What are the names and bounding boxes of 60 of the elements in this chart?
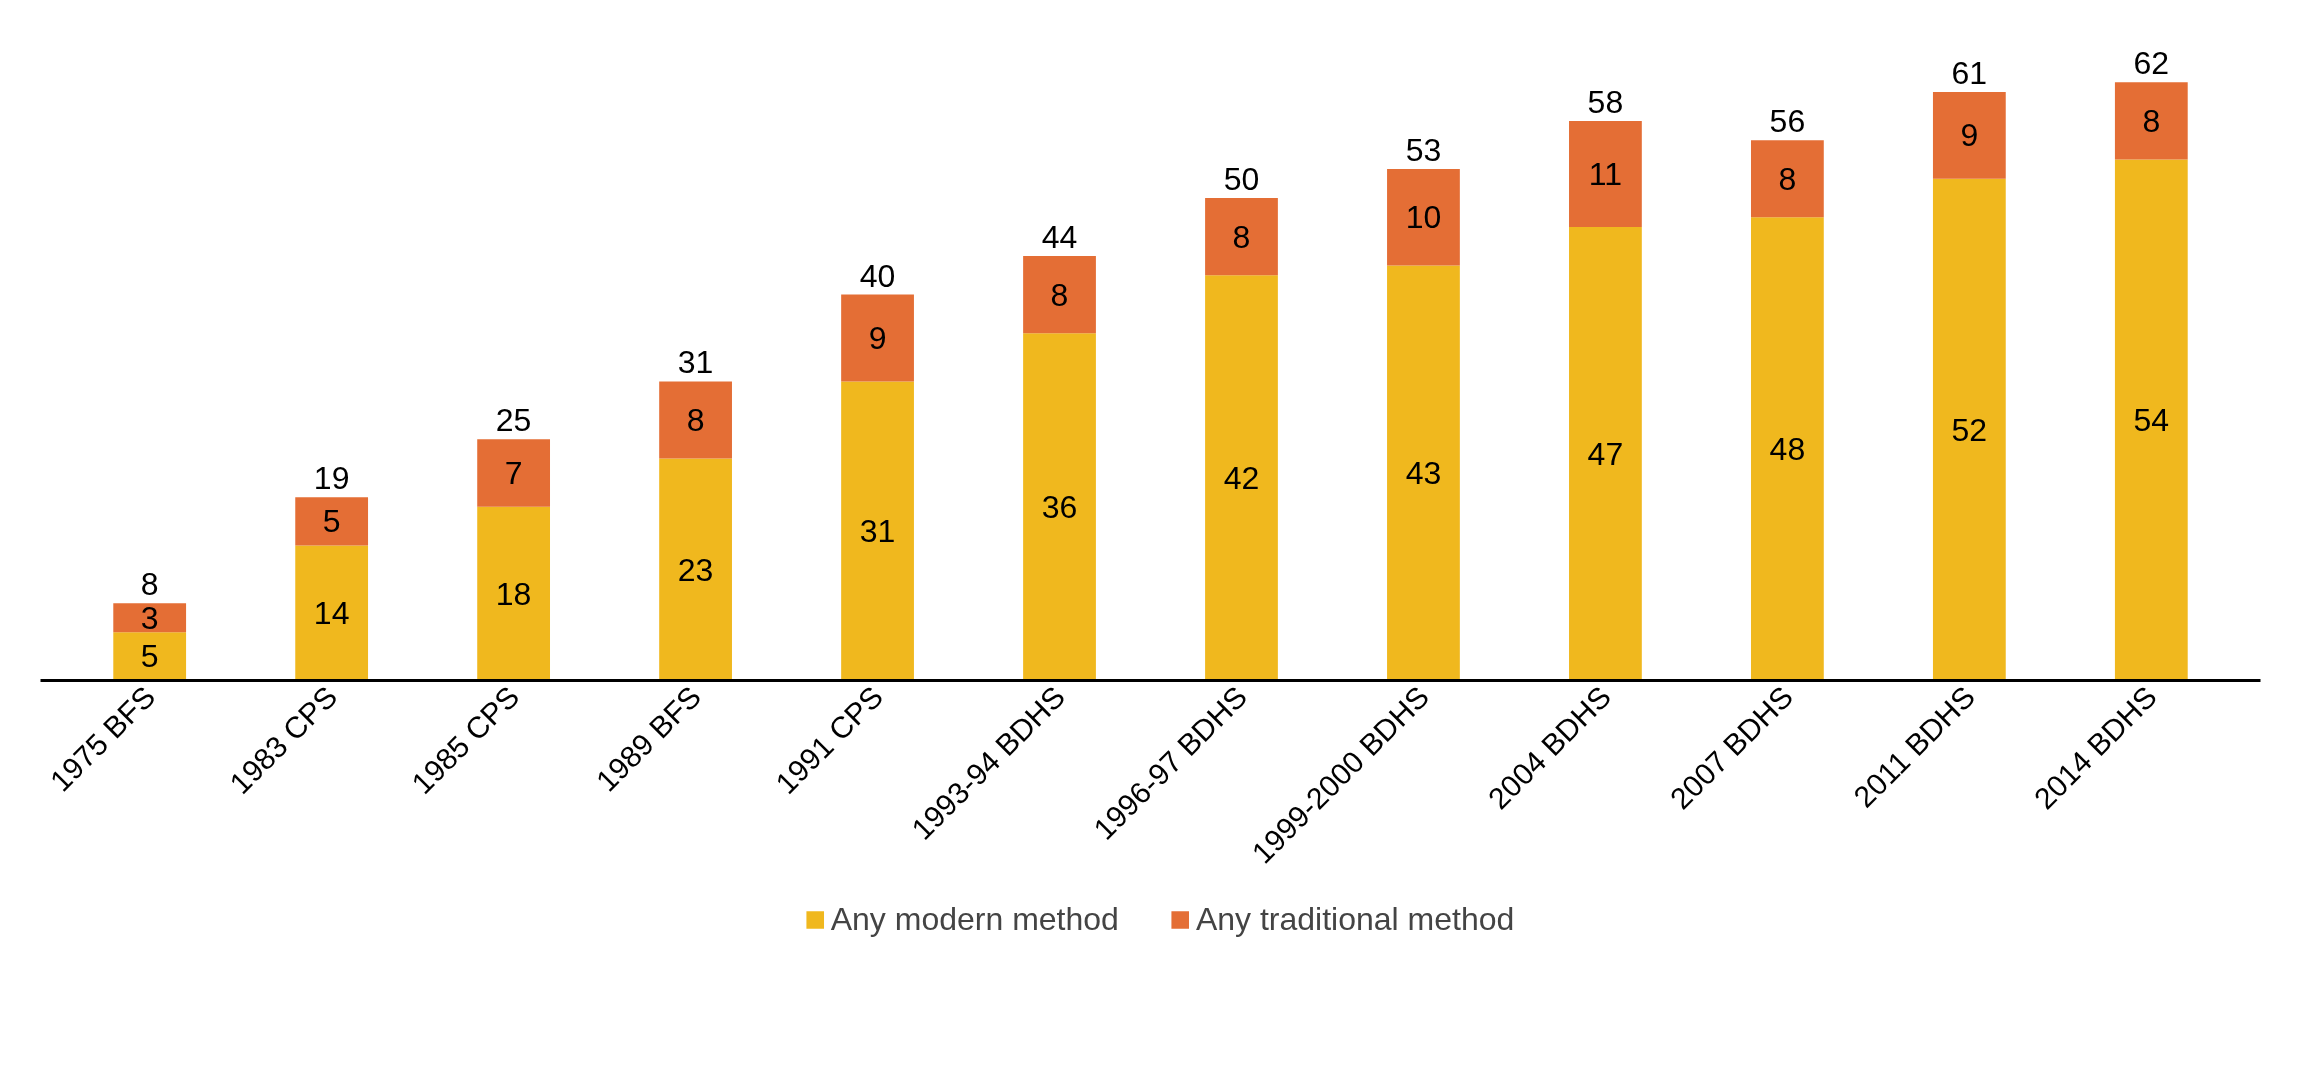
bar xyxy=(1387,169,1460,266)
bar xyxy=(477,439,551,507)
bar xyxy=(295,497,369,546)
legend-label: Any traditional method xyxy=(1195,900,1515,938)
bar xyxy=(1750,217,1824,681)
bar xyxy=(2114,159,2188,681)
data-label: 14 xyxy=(313,594,350,631)
total-label: 62 xyxy=(2133,45,2170,82)
bar xyxy=(841,294,914,382)
bar xyxy=(1569,227,1642,681)
data-label: 42 xyxy=(1223,459,1260,496)
data-label: 52 xyxy=(1951,411,1988,448)
data-label: 9 xyxy=(868,319,887,356)
data-label: 47 xyxy=(1587,435,1624,472)
data-label: 8 xyxy=(686,401,705,438)
bar xyxy=(1569,120,1642,228)
data-label: 11 xyxy=(1588,155,1623,192)
data-label: 31 xyxy=(859,512,896,549)
total-label: 31 xyxy=(677,344,714,381)
total-label: 56 xyxy=(1769,103,1806,140)
bar xyxy=(1932,91,2006,179)
bar xyxy=(113,632,187,681)
data-label: 23 xyxy=(677,551,714,588)
data-label: 5 xyxy=(140,638,159,675)
bar xyxy=(659,381,732,459)
data-label: 5 xyxy=(322,503,341,540)
total-label: 40 xyxy=(859,257,896,294)
total-label: 53 xyxy=(1405,132,1442,169)
bar xyxy=(841,381,914,681)
data-label: 9 xyxy=(1960,117,1979,154)
data-label: 18 xyxy=(495,575,532,612)
data-label: 54 xyxy=(2133,401,2170,438)
bar xyxy=(1932,178,2006,681)
total-label: 50 xyxy=(1223,161,1260,198)
bar xyxy=(1023,255,1096,334)
data-label: 8 xyxy=(1050,276,1069,313)
bar xyxy=(1205,198,1278,276)
data-label: 10 xyxy=(1405,199,1442,236)
total-label: 25 xyxy=(495,402,532,439)
data-label: 8 xyxy=(2142,102,2161,139)
bar xyxy=(1387,265,1460,681)
legend-label: Any modern method xyxy=(830,900,1119,938)
bar xyxy=(2114,82,2188,160)
total-label: 58 xyxy=(1587,83,1624,120)
bar xyxy=(1023,333,1096,681)
bar xyxy=(1750,140,1824,218)
data-label: 8 xyxy=(1232,218,1251,255)
bar xyxy=(295,545,369,681)
total-label: 44 xyxy=(1041,218,1078,255)
total-label: 61 xyxy=(1951,54,1988,91)
data-label: 7 xyxy=(504,455,523,492)
data-label: 36 xyxy=(1041,488,1078,525)
data-label: 8 xyxy=(1778,160,1797,197)
bar xyxy=(659,458,732,681)
data-label: 48 xyxy=(1769,430,1806,467)
total-label: 19 xyxy=(313,460,350,497)
bar xyxy=(113,603,187,633)
data-label: 43 xyxy=(1405,455,1442,492)
bar xyxy=(477,506,551,681)
bar xyxy=(1205,275,1278,681)
